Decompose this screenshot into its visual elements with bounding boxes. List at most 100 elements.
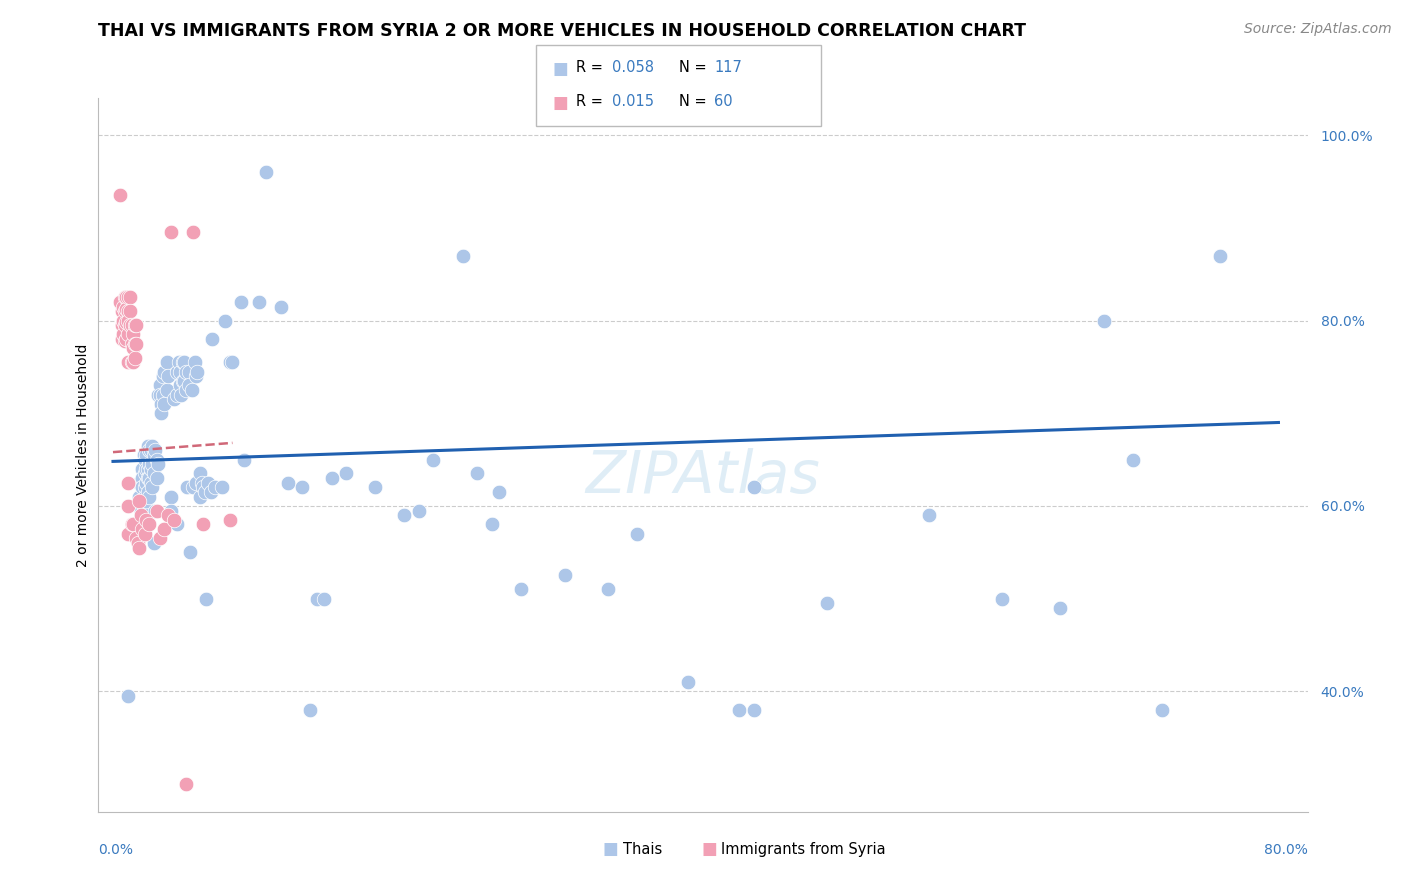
Point [143,503,166,517]
Point [335,467,357,481]
Point [121,355,143,369]
Point [156,355,179,369]
Point [136,471,159,485]
Text: Immigrants from Syria: Immigrants from Syria [721,842,886,856]
Text: Source: ZipAtlas.com: Source: ZipAtlas.com [1244,22,1392,37]
Point [122,355,145,369]
Point [231,295,253,310]
Point [364,480,387,494]
Point [163,392,186,407]
Point [115,290,138,304]
Point [111,332,134,346]
Point [1122,452,1144,467]
Point [200,485,222,500]
Point [145,452,167,467]
Point [131,522,153,536]
Point [117,290,139,304]
Point [112,327,135,342]
Point [115,302,138,317]
Point [554,568,576,582]
Point [160,503,183,517]
Point [138,471,160,485]
Text: 80.0%: 80.0% [1264,843,1308,857]
Point [139,443,162,458]
Point [221,355,243,369]
Text: 0.015: 0.015 [612,94,654,109]
Point [125,336,148,351]
Point [146,387,169,401]
Point [465,467,488,481]
Text: ■: ■ [553,94,568,112]
Point [128,494,150,508]
Point [166,387,188,401]
Point [990,591,1012,606]
Point [180,383,202,397]
Point [190,467,212,481]
Point [169,378,191,392]
Point [183,355,205,369]
Point [181,226,204,240]
Text: R =: R = [576,60,607,75]
Point [139,462,162,476]
Point [138,517,160,532]
Point [117,475,139,490]
Text: 0.058: 0.058 [612,60,654,75]
Point [141,439,163,453]
Point [166,517,188,532]
Text: THAI VS IMMIGRANTS FROM SYRIA 2 OR MORE VEHICLES IN HOUSEHOLD CORRELATION CHART: THAI VS IMMIGRANTS FROM SYRIA 2 OR MORE … [98,22,1026,40]
Point [120,290,142,304]
Point [742,703,765,717]
Point [177,364,200,378]
Point [146,457,169,471]
Point [150,406,173,420]
Point [122,517,145,532]
Point [394,508,416,523]
Point [111,304,134,318]
Point [408,503,430,517]
Point [509,582,531,597]
Point [124,318,146,333]
Point [742,480,765,494]
Point [918,508,941,523]
Point [218,355,240,369]
Point [135,462,157,476]
Point [139,475,162,490]
Point [488,485,510,500]
Point [149,532,172,546]
Point [728,703,751,717]
Point [169,364,191,378]
Point [191,475,214,490]
Point [190,490,212,504]
Point [136,462,159,476]
Point [174,364,197,378]
Point [305,591,328,606]
Point [1150,703,1173,717]
Point [174,777,197,791]
Point [134,490,156,504]
Point [114,304,136,318]
Point [138,457,160,471]
Point [142,448,165,462]
Point [152,387,174,401]
Point [131,471,153,485]
Point [152,369,174,384]
Point [128,475,150,490]
Point [422,452,444,467]
Point [211,480,233,494]
Text: Thais: Thais [623,842,662,856]
Point [194,485,217,500]
Point [110,188,132,202]
Point [131,480,153,494]
Point [135,475,157,490]
Point [247,295,270,310]
Point [160,490,183,504]
Point [112,300,135,314]
Point [117,689,139,703]
Point [124,336,146,351]
Point [128,490,150,504]
Point [184,475,207,490]
Point [157,508,180,523]
Point [117,526,139,541]
Point [270,300,292,314]
Point [193,517,215,532]
